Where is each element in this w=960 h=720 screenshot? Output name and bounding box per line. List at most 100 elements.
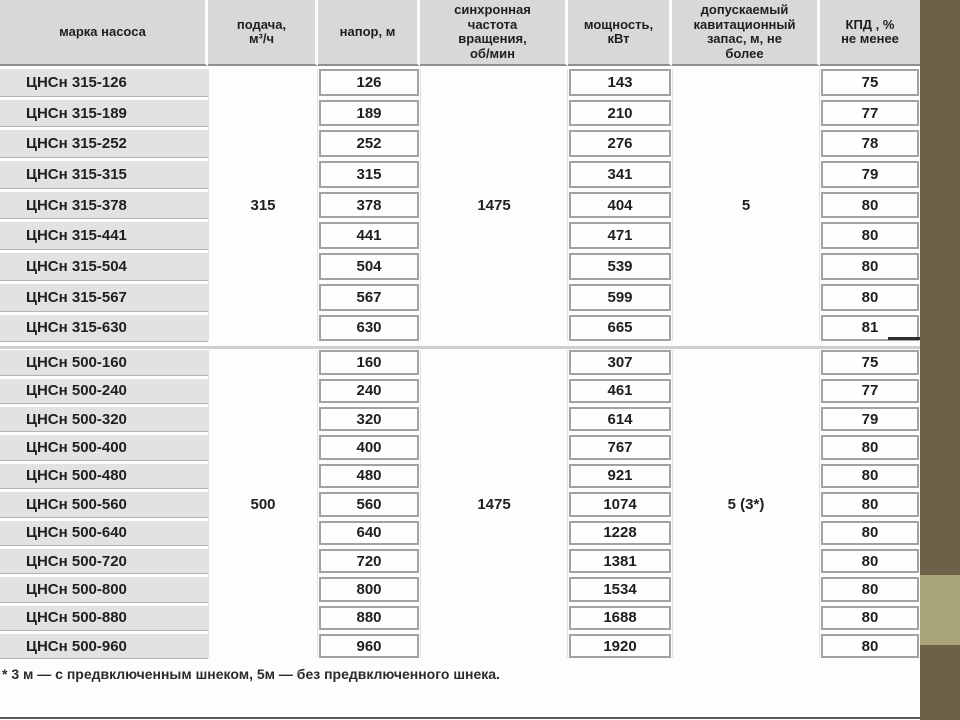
power-value-cell: 143 (568, 69, 672, 100)
efficiency-value-cell: 80 (820, 222, 920, 253)
efficiency-value-cell: 80 (820, 253, 920, 284)
pump-name-cell-text: ЦНСн 315-567 (0, 283, 208, 312)
speed-merged-cell: 1475 (420, 350, 568, 659)
power-value-cell: 210 (568, 99, 672, 131)
head-value-cell-text: 160 (319, 350, 419, 375)
power-value-cell-text: 1688 (569, 605, 671, 631)
efficiency-value-cell-text: 80 (821, 548, 919, 574)
head-value-cell: 400 (318, 435, 420, 463)
efficiency-value-cell: 77 (820, 378, 920, 407)
head-value-cell-text: 315 (319, 161, 419, 188)
pump-name-cell: ЦНСн 315-630 (0, 314, 208, 346)
head-value-cell: 441 (318, 222, 420, 253)
efficiency-value-cell-text: 80 (821, 222, 919, 250)
pump-name-cell: ЦНСн 315-126 (0, 69, 208, 100)
power-value-cell: 1074 (568, 492, 672, 520)
head-value-cell: 189 (318, 99, 420, 131)
efficiency-value-cell: 80 (820, 492, 920, 520)
head-value-cell: 315 (318, 161, 420, 192)
speed-merged-cell: 1475 (420, 69, 568, 342)
col-header-head: напор, м (318, 0, 420, 66)
power-value-cell: 921 (568, 463, 672, 492)
pump-name-cell: ЦНСн 315-189 (0, 99, 208, 131)
head-value-cell-text: 800 (319, 577, 419, 602)
power-value-cell: 471 (568, 222, 672, 253)
head-value-cell-text: 480 (319, 463, 419, 489)
power-value-cell: 599 (568, 283, 672, 315)
head-value-cell: 640 (318, 520, 420, 549)
efficiency-value-cell-text: 80 (821, 253, 919, 280)
pump-name-cell: ЦНСн 500-160 (0, 350, 208, 378)
power-value-cell: 341 (568, 161, 672, 192)
power-value-cell: 1688 (568, 605, 672, 634)
efficiency-value-cell-text: 80 (821, 435, 919, 460)
head-value-cell: 252 (318, 130, 420, 161)
head-value-cell-text: 252 (319, 130, 419, 158)
power-value-cell-text: 614 (569, 406, 671, 432)
pump-name-cell: ЦНСн 315-315 (0, 161, 208, 192)
efficiency-value-cell: 81 (820, 314, 920, 346)
efficiency-value-cell: 75 (820, 350, 920, 378)
head-value-cell: 560 (318, 492, 420, 520)
power-value-cell-text: 210 (569, 99, 671, 127)
head-value-cell-text: 189 (319, 99, 419, 127)
efficiency-value-cell: 80 (820, 577, 920, 605)
section-separator (0, 346, 920, 350)
power-value-cell: 1920 (568, 634, 672, 662)
pump-name-cell: ЦНСн 315-567 (0, 283, 208, 315)
head-value-cell: 567 (318, 283, 420, 315)
power-value-cell-text: 404 (569, 191, 671, 219)
cavitation-merged-cell: 5 (3*) (672, 350, 820, 659)
col-header-speed: синхронная частота вращения, об/мин (420, 0, 568, 66)
col-header-efficiency: КПД , % не менее (820, 0, 920, 66)
cavitation-merged-cell: 5 (672, 69, 820, 342)
efficiency-value-cell: 80 (820, 191, 920, 223)
power-value-cell-text: 1381 (569, 548, 671, 574)
power-value-cell-text: 921 (569, 463, 671, 489)
pump-name-cell: ЦНСн 315-504 (0, 253, 208, 284)
head-value-cell: 160 (318, 350, 420, 378)
power-value-cell: 461 (568, 378, 672, 407)
efficiency-value-cell-text: 77 (821, 99, 919, 127)
head-value-cell: 480 (318, 463, 420, 492)
efficiency-value-cell: 80 (820, 463, 920, 492)
efficiency-value-cell: 75 (820, 69, 920, 100)
power-value-cell-text: 539 (569, 253, 671, 280)
pump-name-cell-text: ЦНСн 315-504 (0, 253, 208, 281)
efficiency-value-cell-text: 80 (821, 191, 919, 219)
efficiency-value-cell-text: 79 (821, 161, 919, 188)
head-value-cell: 630 (318, 314, 420, 346)
pump-name-cell-text: ЦНСн 500-240 (0, 378, 208, 404)
pump-name-cell: ЦНСн 500-720 (0, 548, 208, 577)
pump-name-cell: ЦНСн 500-480 (0, 463, 208, 492)
efficiency-value-cell: 80 (820, 548, 920, 577)
power-value-cell-text: 276 (569, 130, 671, 158)
power-value-cell-text: 1228 (569, 520, 671, 545)
efficiency-value-cell: 79 (820, 161, 920, 192)
power-value-cell: 1228 (568, 520, 672, 549)
pump-name-cell: ЦНСн 500-320 (0, 406, 208, 435)
head-value-cell-text: 960 (319, 634, 419, 659)
power-value-cell-text: 1074 (569, 492, 671, 517)
pump-name-cell-text: ЦНСн 315-630 (0, 314, 208, 343)
pump-name-cell-text: ЦНСн 500-880 (0, 605, 208, 632)
power-value-cell-text: 1534 (569, 577, 671, 602)
head-value-cell-text: 126 (319, 69, 419, 96)
head-value-cell-text: 400 (319, 435, 419, 460)
pump-name-cell: ЦНСн 500-560 (0, 492, 208, 520)
efficiency-value-cell-text: 77 (821, 378, 919, 403)
power-value-cell: 404 (568, 191, 672, 223)
power-value-cell: 539 (568, 253, 672, 284)
efficiency-value-cell-text: 78 (821, 130, 919, 158)
pump-name-cell-text: ЦНСн 315-252 (0, 130, 208, 159)
pump-name-cell: ЦНСн 500-800 (0, 577, 208, 605)
efficiency-value-cell: 80 (820, 605, 920, 634)
efficiency-value-cell-text: 80 (821, 634, 919, 659)
efficiency-value-cell-text: 80 (821, 577, 919, 602)
efficiency-value-cell: 79 (820, 406, 920, 435)
power-value-cell-text: 767 (569, 435, 671, 460)
power-value-cell-text: 341 (569, 161, 671, 188)
head-value-cell: 800 (318, 577, 420, 605)
efficiency-value-cell-text: 80 (821, 283, 919, 311)
efficiency-value-cell: 80 (820, 634, 920, 662)
